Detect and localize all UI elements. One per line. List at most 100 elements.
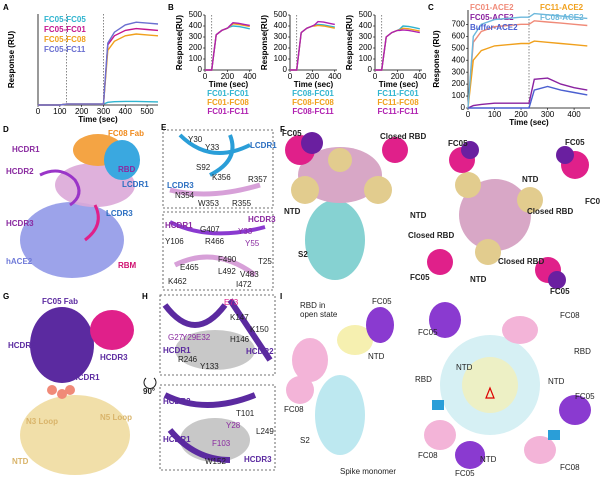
y-tick-label: 700	[452, 19, 466, 28]
y-tick-label: 400	[359, 21, 373, 30]
x-axis-label: Time (sec)	[294, 80, 334, 89]
legend-entry: FC05-FC08	[44, 35, 86, 44]
panel-h-label: HCDR1	[163, 346, 191, 355]
x-tick-label: 200	[221, 72, 235, 81]
panel-h-label: Y28	[226, 421, 241, 430]
x-axis-label: Time (sec)	[379, 80, 419, 89]
x-tick-label: 100	[53, 107, 67, 116]
panel-f-label: FC05	[550, 287, 570, 296]
panel-h-structure	[143, 294, 276, 471]
panel-e-label: K356	[212, 173, 231, 182]
panel-e-label: G407	[200, 225, 220, 234]
panel-h-label: Y29	[182, 333, 197, 342]
y-tick-label: 300	[452, 67, 466, 76]
panel-letter: F	[280, 125, 285, 134]
panel-i-label: RBD	[415, 375, 432, 384]
panel-h-label: E32	[196, 333, 211, 342]
panel-h-label: E73	[224, 298, 239, 307]
panel-f-label: NTD	[470, 275, 487, 284]
panel-h-label: 90°	[143, 387, 155, 396]
panel-f-label: Closed RBD	[408, 231, 454, 240]
y-tick-label: 0	[283, 65, 288, 74]
x-tick-label: 200	[391, 72, 405, 81]
panel-e-label: R357	[248, 175, 268, 184]
panel-h-label: F103	[212, 439, 231, 448]
panel-e-label: I472	[236, 280, 252, 289]
panel-h-label: L249	[256, 427, 274, 436]
x-tick-label: 400	[328, 72, 342, 81]
panel-d-label: FC08 Fab	[108, 129, 144, 138]
legend-entry: FC05-ACE2	[470, 13, 514, 22]
y-axis-label: Response(RU)	[175, 15, 184, 70]
panel-g-label: NTD	[12, 457, 29, 466]
panel-i-label: NTD	[456, 363, 473, 372]
panel-f-label: FC05	[585, 197, 600, 206]
panel-f-label: FC05	[565, 138, 585, 147]
panel-d-label: LCDR1	[122, 180, 149, 189]
panel-g-label: HCDR3	[100, 353, 128, 362]
y-tick-label: 0	[368, 65, 373, 74]
y-tick-label: 100	[359, 54, 373, 63]
series-line	[467, 20, 588, 109]
panel-i-structure	[286, 302, 591, 469]
y-tick-label: 300	[189, 32, 203, 41]
panel-g-label: N5 Loop	[100, 413, 132, 422]
panel-f-label: FC05	[282, 129, 302, 138]
x-tick-label: 200	[75, 107, 89, 116]
panel-e-label: HCDR3	[248, 215, 276, 224]
series-line	[290, 20, 335, 71]
panel-letter: D	[3, 125, 9, 134]
panel-letter: A	[3, 3, 9, 12]
panel-d-label: HCDR3	[6, 219, 34, 228]
panel-e-label: R466	[205, 237, 225, 246]
panel-d-label: HCDR1	[12, 145, 40, 154]
panel-i-label: FC05	[575, 392, 595, 401]
legend-entry: FC11-FC08	[377, 98, 419, 107]
x-tick-label: 300	[541, 110, 555, 119]
x-tick-label: 400	[413, 72, 427, 81]
x-axis-label: Time (sec)	[78, 115, 118, 124]
legend-entry: FC05-FC11	[44, 45, 86, 54]
series-line	[467, 40, 588, 109]
panel-f-label: NTD	[284, 207, 301, 216]
x-tick-label: 0	[466, 110, 471, 119]
panel-e-label: R355	[232, 199, 252, 208]
legend-entry: FC11-ACE2	[540, 3, 584, 12]
panel-h-label: W152	[205, 457, 226, 466]
panel-e-label: W353	[198, 199, 219, 208]
panel-i-label: FC05	[418, 328, 438, 337]
legend-entry: FC08-FC08	[292, 98, 334, 107]
panel-i-label: FC05	[372, 297, 392, 306]
legend-entry: Buffer-ACE2	[470, 23, 518, 32]
panel-f-label: Closed RBD	[527, 207, 573, 216]
panel-e-structure	[162, 129, 274, 291]
legend-entry: FC01-ACE2	[470, 3, 514, 12]
panel-e-label: HCDR1	[165, 221, 193, 230]
x-tick-label: 100	[488, 110, 502, 119]
panel-e-label: N354	[175, 191, 195, 200]
panel-h-label: K147	[230, 313, 249, 322]
legend-entry: FC08-FC11	[292, 107, 334, 116]
panel-e-label: Y33	[205, 143, 220, 152]
panel-h-label: HCDR1	[163, 435, 191, 444]
y-axis-label: Response(RU)	[260, 15, 269, 70]
panel-d-structure	[20, 134, 140, 278]
panel-g-label: HCDR1	[72, 373, 100, 382]
y-tick-label: 400	[452, 55, 466, 64]
panel-e-label: Y55	[245, 239, 260, 248]
series-line	[205, 21, 250, 71]
panel-h-label: K150	[250, 325, 269, 334]
series-line	[468, 85, 588, 109]
series-line	[38, 21, 159, 106]
panel-d-label: hACE2	[6, 257, 33, 266]
panel-g-structure	[20, 307, 134, 475]
x-tick-label: 400	[243, 72, 257, 81]
panel-h-label: HCDR3	[244, 455, 272, 464]
legend-entry: FC08-ACE2	[540, 13, 584, 22]
panel-i-label: NTD	[548, 377, 565, 386]
panel-g-label: FC05 Fab	[42, 297, 78, 306]
y-axis-label: Response(RU)	[345, 15, 354, 70]
panel-e-label: Y33	[238, 227, 253, 236]
x-axis-label: Time (sec)	[509, 118, 549, 127]
y-axis-label: Response (RU)	[432, 30, 441, 88]
